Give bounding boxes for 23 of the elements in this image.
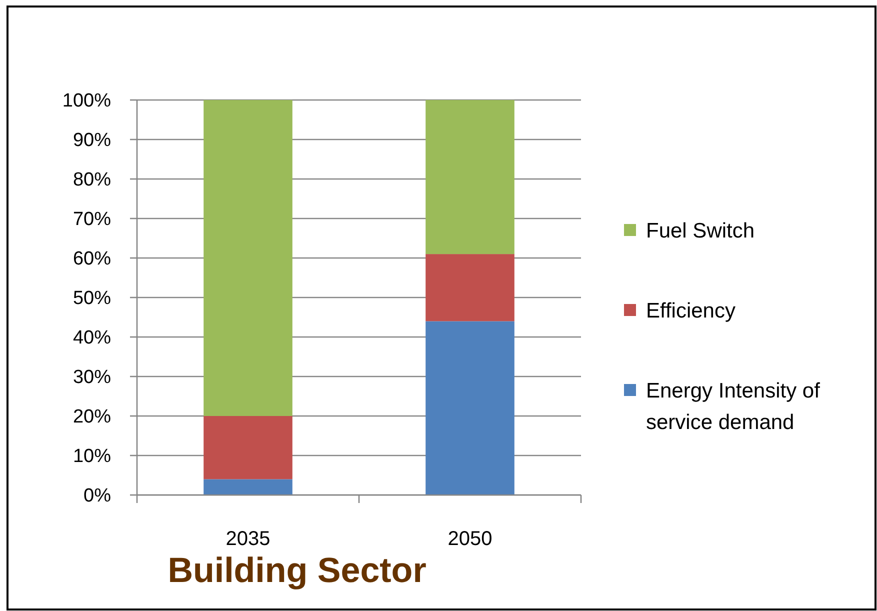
y-tick-label: 90% — [72, 130, 112, 152]
legend-label: Efficiency — [646, 299, 736, 322]
x-tick-label: 2035 — [226, 528, 270, 550]
bar — [426, 254, 514, 322]
y-tick-label: 100% — [62, 90, 112, 112]
bar — [426, 321, 514, 495]
legend-label: Energy Intensity of service demand — [646, 379, 820, 434]
y-tick-label: 50% — [72, 288, 112, 310]
bar — [204, 416, 292, 480]
bar — [204, 100, 292, 416]
y-tick-label: 40% — [72, 328, 112, 349]
y-tick-label: 0% — [84, 486, 112, 507]
x-tick-label: 2050 — [448, 528, 492, 550]
x-axis-title: Building Sector — [168, 551, 427, 590]
bar — [204, 479, 292, 495]
y-tick-label: 30% — [72, 367, 112, 388]
bar — [426, 100, 514, 254]
y-tick-label: 60% — [72, 248, 112, 270]
legend-label: Fuel Switch — [646, 219, 755, 242]
y-tick-label: 80% — [72, 170, 112, 191]
y-tick-label: 20% — [72, 406, 112, 428]
y-tick-label: 10% — [72, 446, 112, 468]
y-tick-label: 70% — [72, 209, 112, 230]
